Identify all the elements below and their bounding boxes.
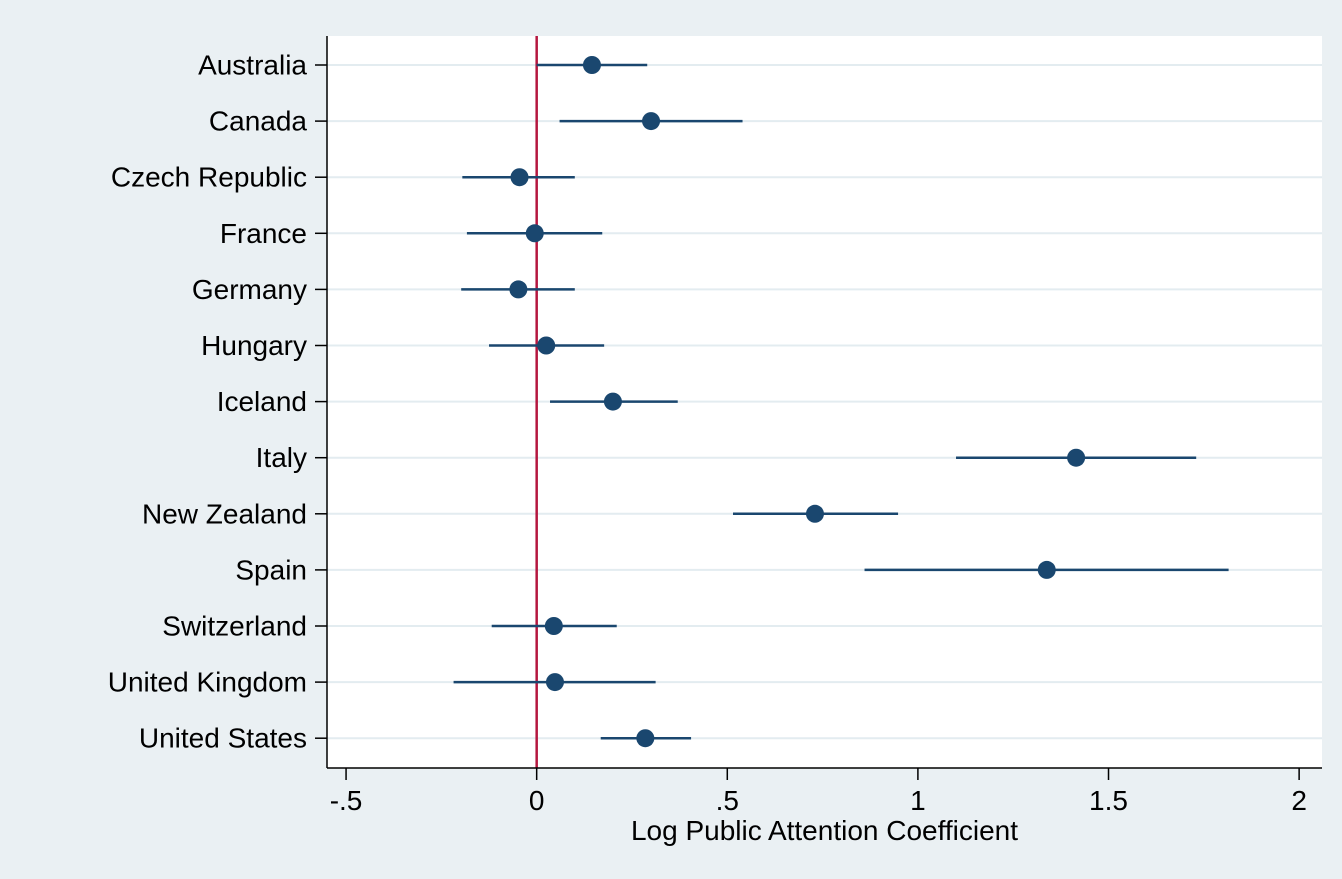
point-estimate <box>537 336 556 355</box>
y-tick-label: Australia <box>198 50 307 81</box>
y-tick-label: United States <box>139 723 307 754</box>
point-estimate <box>603 392 622 411</box>
y-tick-label: Italy <box>256 442 307 473</box>
x-tick-label: 2 <box>1291 785 1307 816</box>
point-estimate <box>1067 448 1086 467</box>
point-estimate <box>509 280 528 299</box>
y-tick-label: Canada <box>209 106 308 137</box>
y-tick-label: Spain <box>235 554 307 585</box>
y-tick-label: France <box>220 218 307 249</box>
point-estimate <box>805 504 824 523</box>
y-tick-label: New Zealand <box>142 498 307 529</box>
point-estimate <box>582 56 601 74</box>
point-estimates <box>509 56 1086 748</box>
y-tick-label: United Kingdom <box>108 667 307 698</box>
x-tick-label: 1.5 <box>1089 785 1128 816</box>
point-estimate <box>525 224 544 243</box>
x-axis-title: Log Public Attention Coefficient <box>631 815 1018 846</box>
y-tick-label: Czech Republic <box>111 162 307 193</box>
x-tick-label: .5 <box>716 785 739 816</box>
point-estimate <box>544 617 563 635</box>
y-tick-label: Iceland <box>217 386 307 417</box>
x-tick-label: 1 <box>910 785 926 816</box>
x-tick-labels: -.5 0 .5 1 1.5 2 <box>330 785 1307 816</box>
y-tick-label: Hungary <box>201 330 307 361</box>
y-tick-label: Switzerland <box>162 611 307 642</box>
axes <box>315 36 1322 780</box>
point-estimate <box>642 112 661 131</box>
x-tick-label: 0 <box>529 785 545 816</box>
point-estimate <box>510 168 529 187</box>
x-tick-label: -.5 <box>330 785 363 816</box>
point-estimate <box>1037 560 1056 579</box>
point-estimate <box>636 729 655 748</box>
y-tick-label: Germany <box>192 274 307 305</box>
category-labels: Australia Canada Czech Republic France Germa… <box>108 50 308 754</box>
point-estimate <box>545 673 564 692</box>
